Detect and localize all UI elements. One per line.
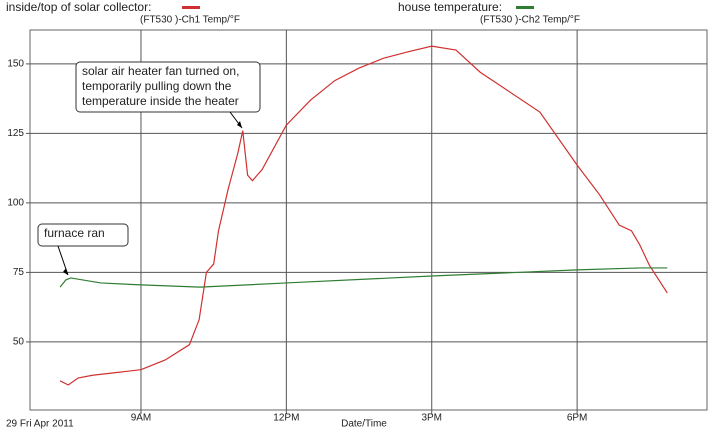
- annotation-text: temperature inside the heater: [82, 94, 239, 108]
- legend-label: inside/top of solar collector:: [6, 0, 151, 14]
- annotation-box: [75, 61, 261, 113]
- y-tick-label: 150: [7, 59, 24, 70]
- annotation-text: solar air heater fan turned on,: [82, 64, 239, 78]
- annotation-box: [37, 223, 129, 247]
- y-tick-label: 50: [13, 337, 25, 348]
- y-tick-label: 75: [13, 267, 25, 278]
- x-tick-label: 6PM: [567, 413, 588, 424]
- legend-label: house temperature:: [398, 0, 502, 14]
- annotation-text: temporarily pulling down the: [82, 79, 232, 93]
- legend-swatch: [182, 6, 200, 9]
- x-tick-label: 3PM: [421, 413, 442, 424]
- x-axis-label: Date/Time: [341, 419, 387, 430]
- annotation-text: furnace ran: [44, 226, 105, 240]
- y-tick-label: 100: [7, 198, 24, 209]
- x-tick-label: 9AM: [131, 413, 152, 424]
- y-tick-label: 125: [7, 128, 24, 139]
- series-line: [59, 267, 668, 288]
- legend-channel: (FT530 )-Ch1 Temp/°F: [140, 15, 240, 26]
- legend-swatch: [516, 6, 534, 9]
- arrow-head: [237, 121, 242, 128]
- legend-channel: (FT530 )-Ch2 Temp/°F: [480, 15, 580, 26]
- arrow-head: [63, 268, 68, 275]
- x-tick-label: 12PM: [273, 413, 299, 424]
- date-label: 29 Fri Apr 2011: [6, 419, 74, 430]
- series-line: [59, 45, 668, 386]
